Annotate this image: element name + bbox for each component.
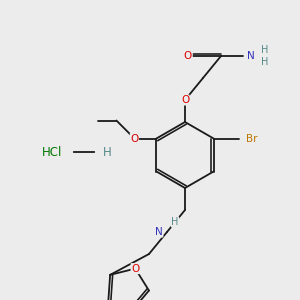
Text: Br: Br — [246, 134, 257, 143]
Text: O: O — [130, 134, 139, 143]
Text: O: O — [184, 51, 192, 61]
Text: H: H — [261, 45, 269, 55]
Text: O: O — [181, 95, 189, 105]
Text: O: O — [131, 264, 140, 274]
Text: H: H — [171, 217, 179, 227]
Text: H: H — [103, 146, 111, 158]
Text: HCl: HCl — [42, 146, 62, 158]
Text: N: N — [247, 51, 255, 61]
Text: H: H — [261, 57, 269, 67]
Text: N: N — [155, 227, 163, 237]
